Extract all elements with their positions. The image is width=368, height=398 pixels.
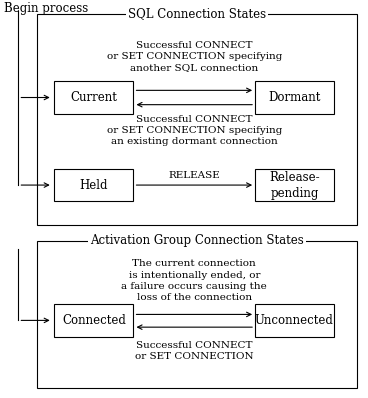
Text: Begin process: Begin process — [4, 2, 88, 15]
Bar — [255, 169, 334, 201]
Text: Held: Held — [79, 179, 108, 191]
Bar — [37, 14, 357, 225]
Bar — [54, 304, 133, 337]
Bar — [255, 304, 334, 337]
Bar — [37, 241, 357, 388]
Text: Activation Group Connection States: Activation Group Connection States — [90, 234, 304, 247]
Bar — [255, 81, 334, 114]
Text: Successful CONNECT
or SET CONNECTION specifying
another SQL connection: Successful CONNECT or SET CONNECTION spe… — [107, 41, 282, 72]
Text: RELEASE: RELEASE — [169, 171, 220, 180]
Text: Successful CONNECT
or SET CONNECTION specifying
an existing dormant connection: Successful CONNECT or SET CONNECTION spe… — [107, 115, 282, 146]
Text: The current connection
is intentionally ended, or
a failure occurs causing the
l: The current connection is intentionally … — [121, 259, 267, 302]
Text: Release-
pending: Release- pending — [269, 171, 320, 199]
Text: Current: Current — [70, 91, 117, 104]
Text: Unconnected: Unconnected — [255, 314, 334, 327]
Text: Dormant: Dormant — [268, 91, 321, 104]
Bar — [54, 169, 133, 201]
Text: Connected: Connected — [62, 314, 126, 327]
Bar — [54, 81, 133, 114]
Text: Successful CONNECT
or SET CONNECTION: Successful CONNECT or SET CONNECTION — [135, 341, 254, 361]
Text: SQL Connection States: SQL Connection States — [128, 8, 266, 20]
